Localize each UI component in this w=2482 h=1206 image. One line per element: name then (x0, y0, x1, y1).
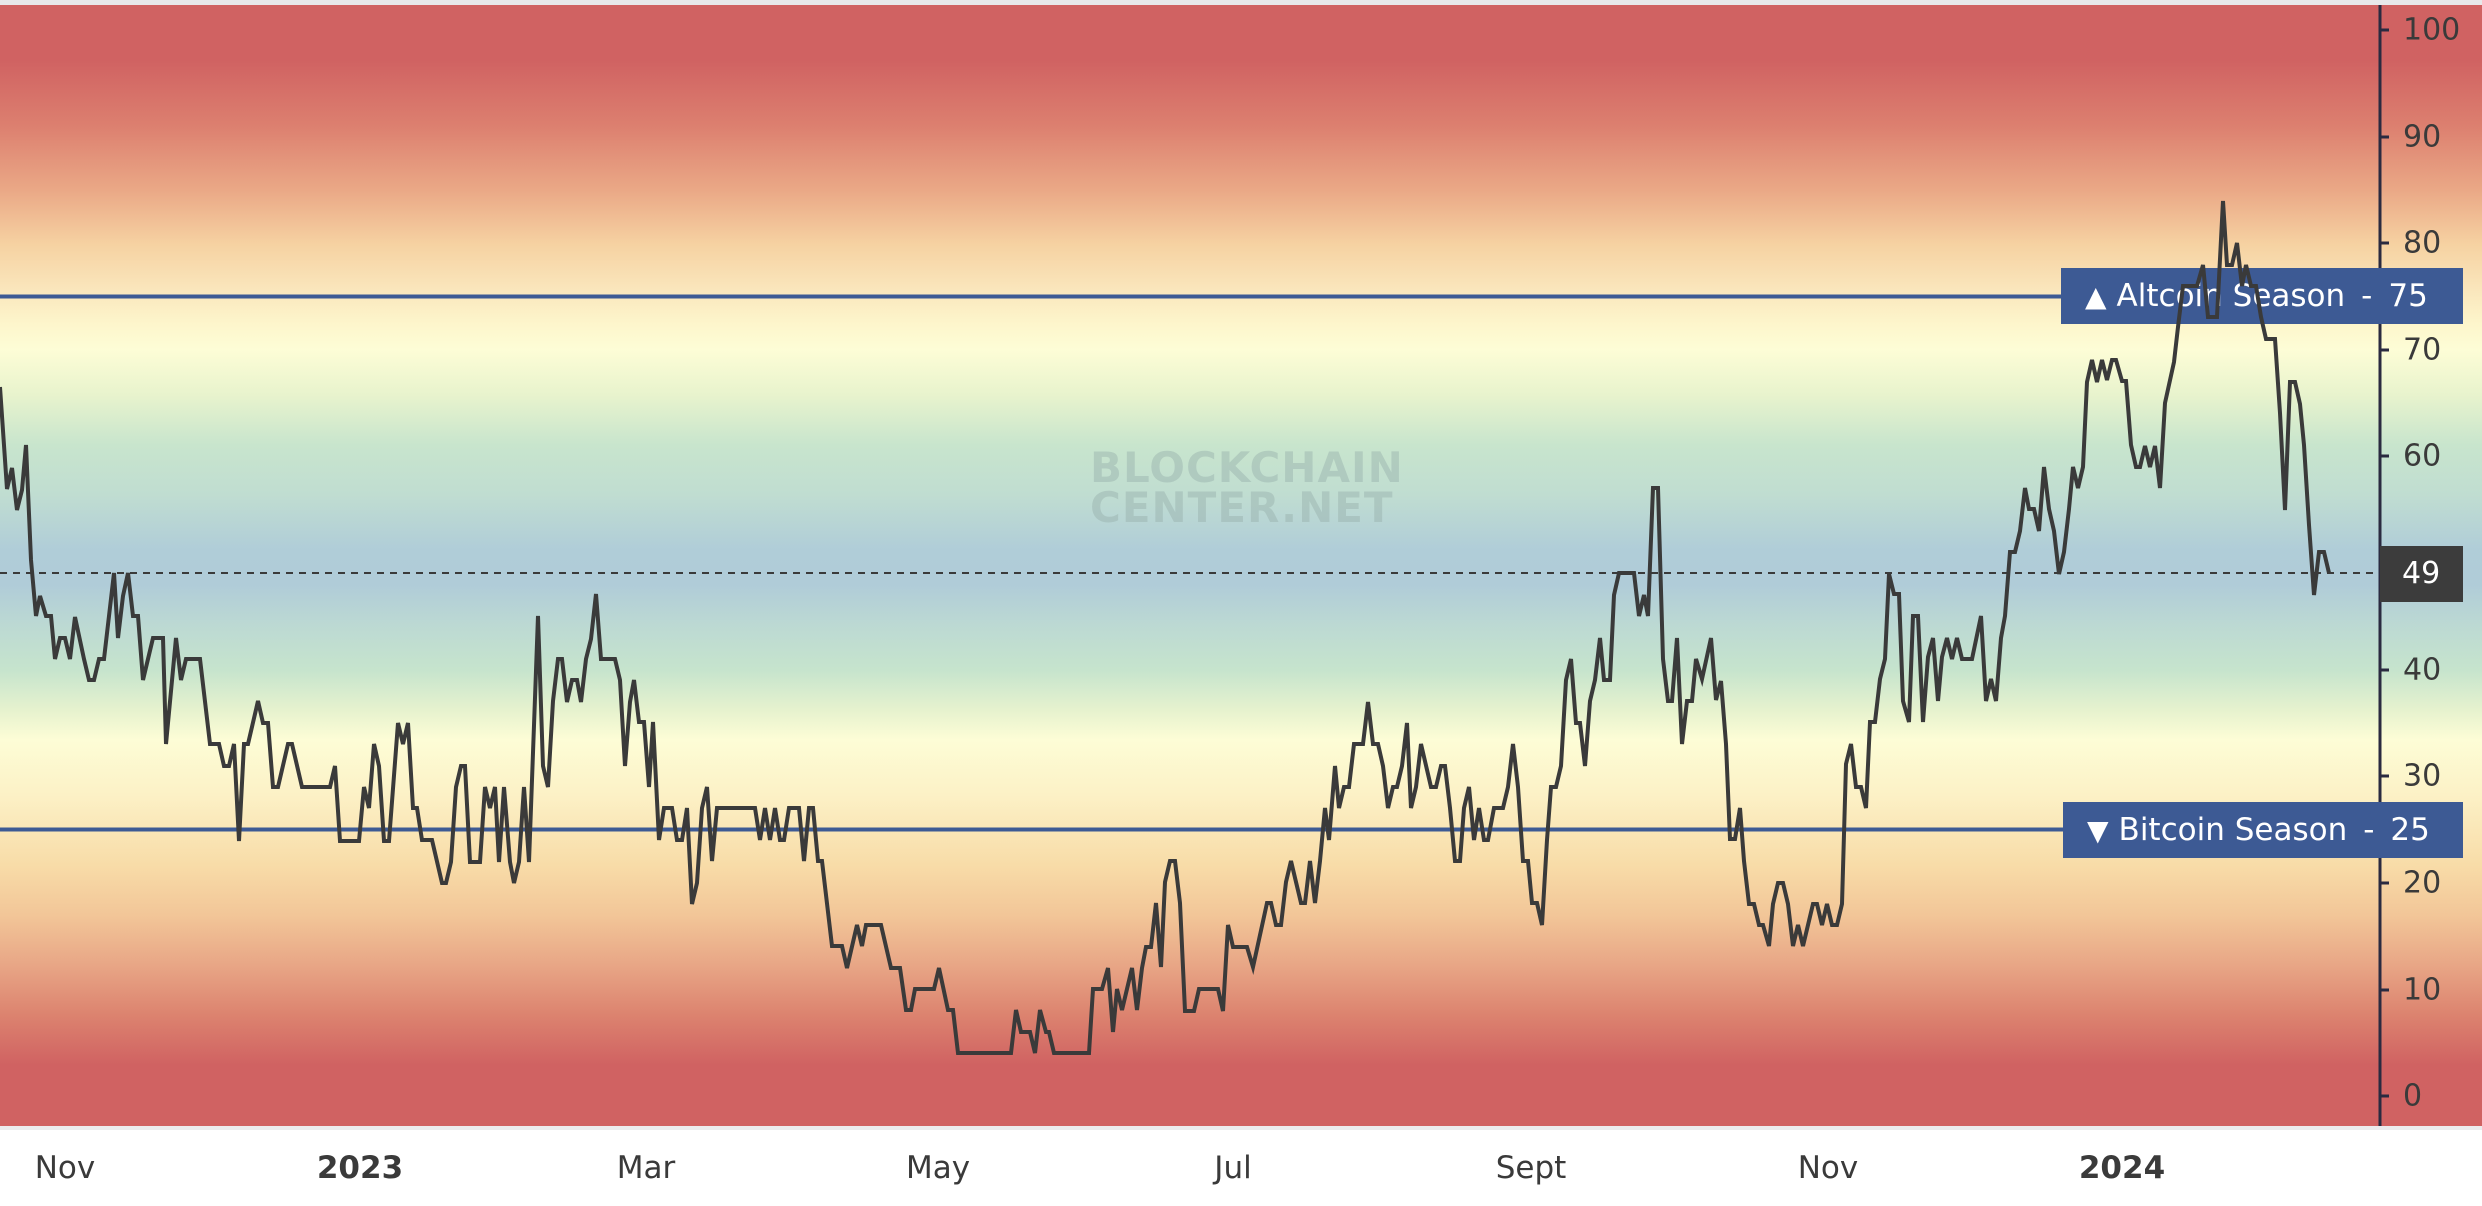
current-value-badge: 49 (2380, 546, 2463, 602)
y-tick-label: 40 (2403, 652, 2442, 688)
y-tick-label: 30 (2403, 758, 2442, 794)
y-tick-label: 80 (2403, 225, 2442, 261)
altcoin-season-text: Altcoin Season (2116, 278, 2346, 314)
x-tick-label-nov-2023: Nov (1797, 1150, 1859, 1186)
x-tick-label-jul: Jul (1214, 1150, 1252, 1186)
x-tick-label-nov-2022: Nov (34, 1150, 96, 1186)
x-tick-label-may: May (905, 1150, 971, 1186)
x-tick-label-sept: Sept (1495, 1150, 1567, 1186)
top-border (0, 0, 2482, 5)
y-tick-label: 90 (2403, 119, 2442, 155)
triangle-up-icon: ▲ (2085, 280, 2107, 313)
y-tick-label: 70 (2403, 332, 2442, 368)
y-tick-label: 20 (2403, 865, 2442, 901)
triangle-down-icon: ▼ (2087, 814, 2109, 847)
x-tick-label-2024: 2024 (2078, 1150, 2166, 1186)
label-dash: - (2361, 278, 2373, 314)
x-axis-separator (0, 1126, 2482, 1130)
bitcoin-season-value: 25 (2390, 812, 2430, 848)
altcoin-season-value: 75 (2388, 278, 2428, 314)
bitcoin-season-text: Bitcoin Season (2118, 812, 2348, 848)
y-tick-label: 10 (2403, 972, 2442, 1008)
label-dash: - (2363, 812, 2375, 848)
x-tick-label-mar: Mar (616, 1150, 676, 1186)
bitcoin-season-label: ▼ Bitcoin Season -25 (2063, 802, 2463, 858)
altcoin-season-label: ▲ Altcoin Season -75 (2061, 268, 2463, 324)
y-tick-label: 60 (2403, 438, 2442, 474)
x-tick-label-2023: 2023 (316, 1150, 404, 1186)
y-tick-label: 0 (2403, 1078, 2423, 1114)
y-tick-label: 100 (2403, 12, 2461, 48)
